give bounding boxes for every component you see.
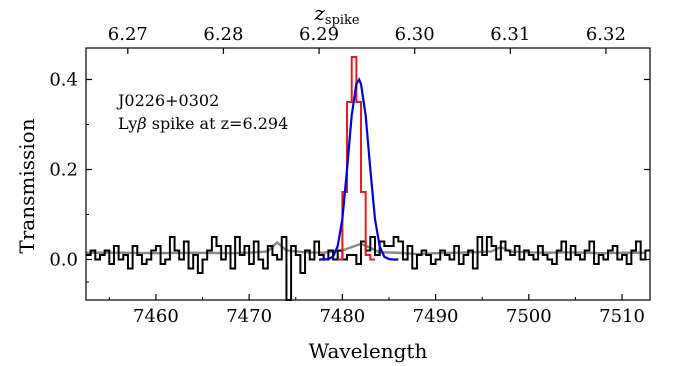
- plot-frame: [85, 47, 651, 301]
- y-tick-label: 0.2: [49, 160, 78, 181]
- y-axis-label: Transmission: [15, 118, 39, 253]
- top-tick-label: 6.31: [490, 24, 530, 45]
- annotation-spike: Lyβ spike at z=6.294: [118, 114, 288, 133]
- series-line-2: [319, 77, 399, 261]
- top-tick-label: 6.29: [299, 24, 339, 45]
- series-line-3: [86, 240, 646, 256]
- top-axis-label-main: z: [313, 1, 325, 25]
- x-tick-label: 7500: [506, 306, 552, 327]
- top-axis-label-subscript: spike: [325, 13, 360, 28]
- top-tick-label: 6.28: [203, 24, 243, 45]
- x-tick-label: 7480: [319, 306, 365, 327]
- annotation-text-a: Ly: [118, 114, 137, 133]
- annotation-text-b: spike at z=6.294: [147, 114, 289, 133]
- series-line-0: [86, 236, 650, 301]
- x-axis-label: Wavelength: [309, 339, 428, 363]
- x-tick-label: 7460: [133, 306, 179, 327]
- annotation-object: J0226+0302: [116, 91, 219, 110]
- y-tick-label: 0.4: [49, 70, 78, 91]
- top-tick-label: 6.27: [108, 24, 148, 45]
- x-tick-label: 7470: [226, 306, 272, 327]
- axes: 7460 7470 7480 7490 7500 7510 0.0 0.2 0.4 6.27 6.2…: [49, 24, 651, 327]
- plot-area: [86, 56, 650, 301]
- x-tick-label: 7510: [599, 306, 645, 327]
- top-tick-label: 6.30: [395, 24, 435, 45]
- top-axis-label: zspike: [313, 1, 360, 28]
- top-tick-label: 6.32: [586, 24, 626, 45]
- y-tick-label: 0.0: [49, 250, 78, 271]
- annotation-beta: β: [136, 114, 146, 133]
- x-tick-label: 7490: [413, 306, 459, 327]
